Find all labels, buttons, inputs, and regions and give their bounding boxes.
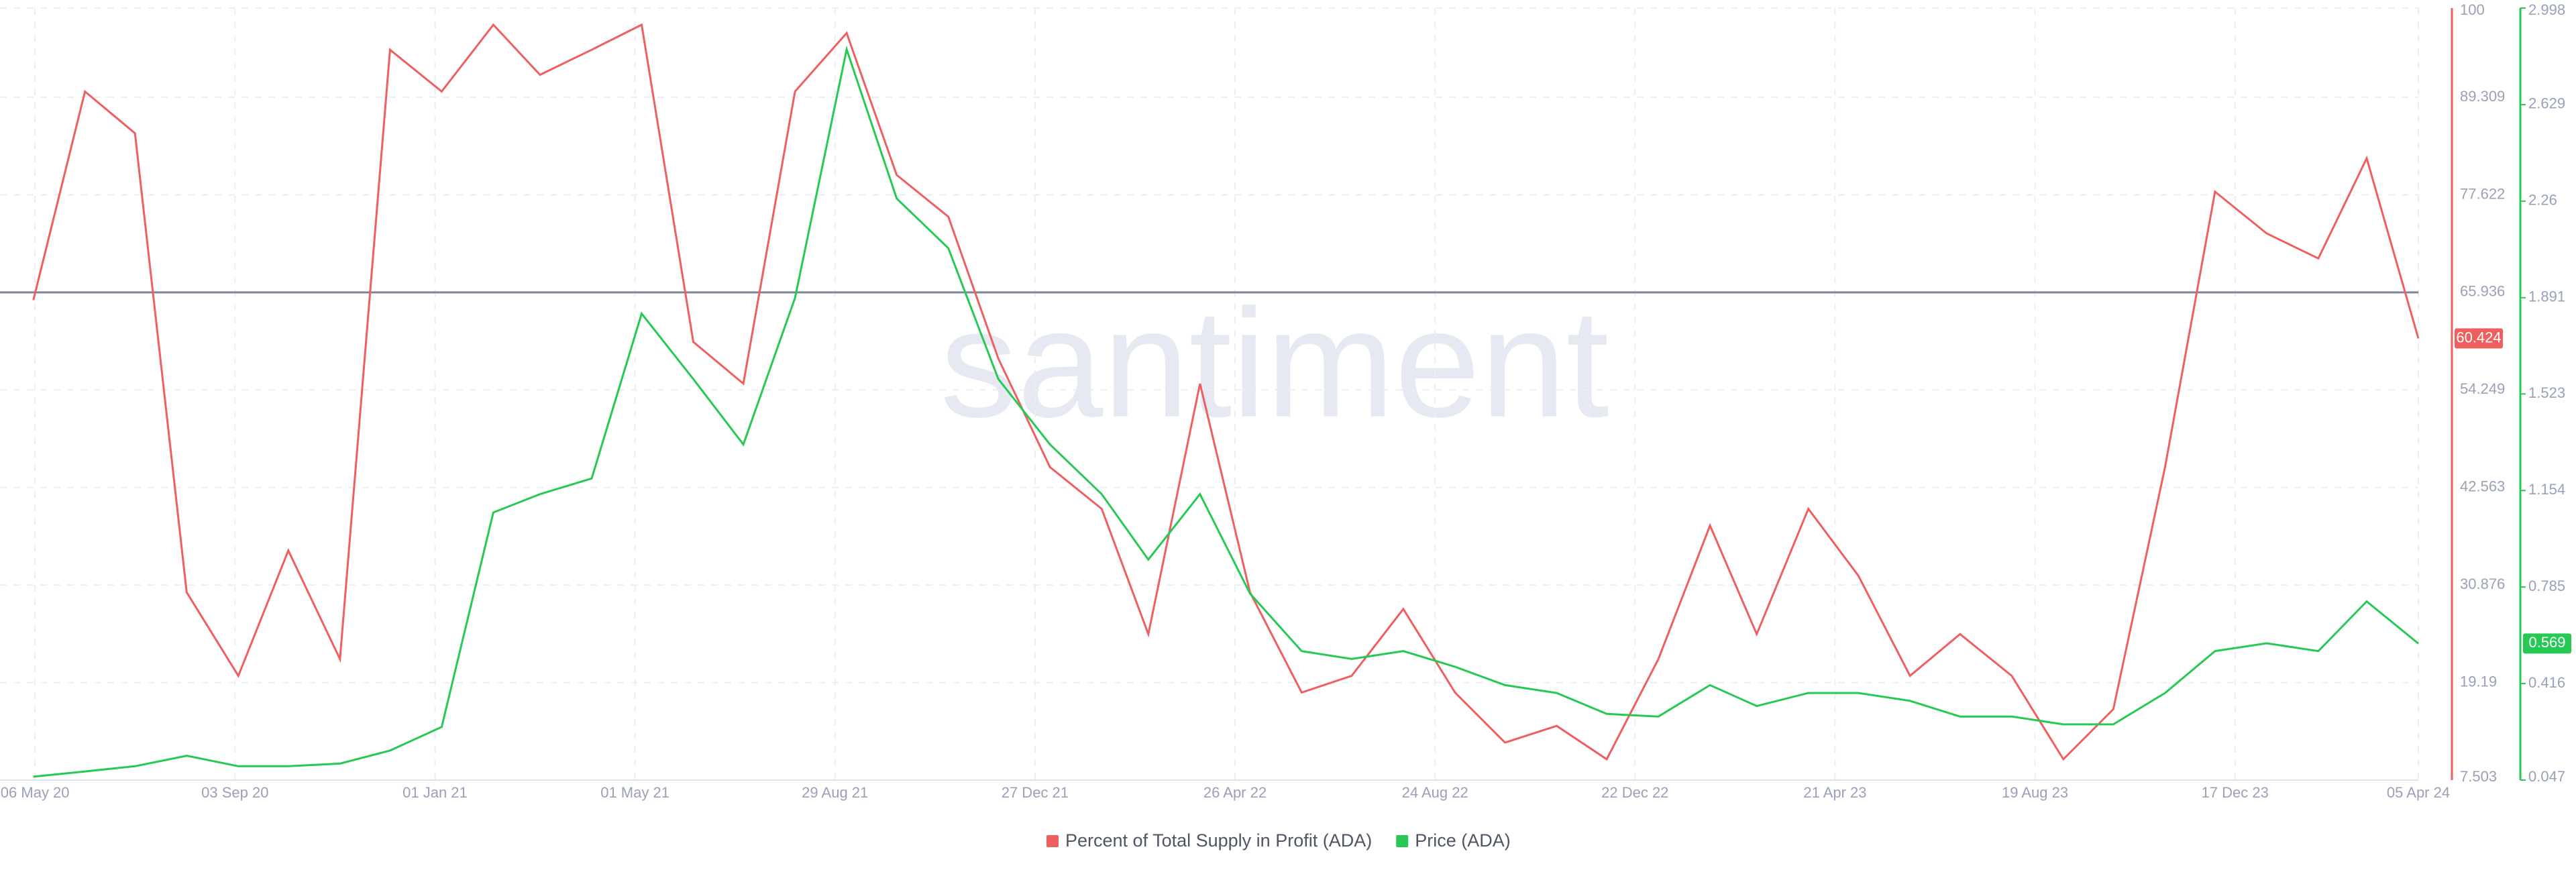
y2-tick-label: 0.785 [2528,578,2565,594]
y-tick-label: 65.936 [2460,283,2505,300]
y-tick-label: 42.563 [2460,478,2505,495]
x-tick-label: 21 Apr 23 [1803,784,1866,801]
value-badge [2523,633,2571,654]
y-tick-label: 89.309 [2460,88,2505,105]
y2-tick-label: 2.998 [2528,1,2565,18]
y-tick-label: 77.622 [2460,185,2505,202]
y2-tick-label: 1.523 [2528,384,2565,401]
x-tick-label: 24 Aug 22 [1402,784,1468,801]
series-line [33,45,2419,778]
y2-tick-label: 2.26 [2528,192,2557,209]
legend-label: Price (ADA) [1415,830,1511,851]
x-tick-label: 06 May 20 [1,784,70,801]
y-tick-label: 100 [2460,1,2485,18]
series-line [32,23,2420,761]
y-tick-label: 7.503 [2460,768,2497,785]
y2-tick-label: 1.891 [2528,288,2565,305]
x-tick-label: 19 Aug 23 [2002,784,2068,801]
y-tick-label: 54.249 [2460,380,2505,397]
y2-tick-label: 0.416 [2528,674,2565,691]
y2-tick-label: 2.629 [2528,95,2565,112]
value-label: 0.569 [2528,634,2565,651]
x-tick-label: 22 Dec 22 [1601,784,1668,801]
x-tick-label: 27 Dec 21 [1002,784,1069,801]
value-badge [2455,328,2503,349]
x-tick-label: 05 Apr 24 [2387,784,2450,801]
y2-tick-label: 0.047 [2528,768,2565,785]
watermark: santiment [940,277,1609,449]
value-label: 60.424 [2456,329,2501,345]
legend-swatch [1396,835,1409,847]
y-tick-label: 30.876 [2460,576,2505,592]
y-tick-label: 19.19 [2460,673,2497,690]
legend-label: Percent of Total Supply in Profit (ADA) [1065,830,1372,851]
x-tick-label: 03 Sep 20 [201,784,268,801]
legend-swatch [1046,835,1059,847]
x-tick-label: 26 Apr 22 [1203,784,1267,801]
x-tick-label: 29 Aug 21 [802,784,868,801]
legend: Percent of Total Supply in Profit (ADA) P… [1046,830,1511,851]
x-tick-label: 01 Jan 21 [402,784,468,801]
y2-tick-label: 1.154 [2528,481,2565,498]
x-tick-label: 17 Dec 23 [2202,784,2269,801]
x-tick-label: 01 May 21 [600,784,669,801]
